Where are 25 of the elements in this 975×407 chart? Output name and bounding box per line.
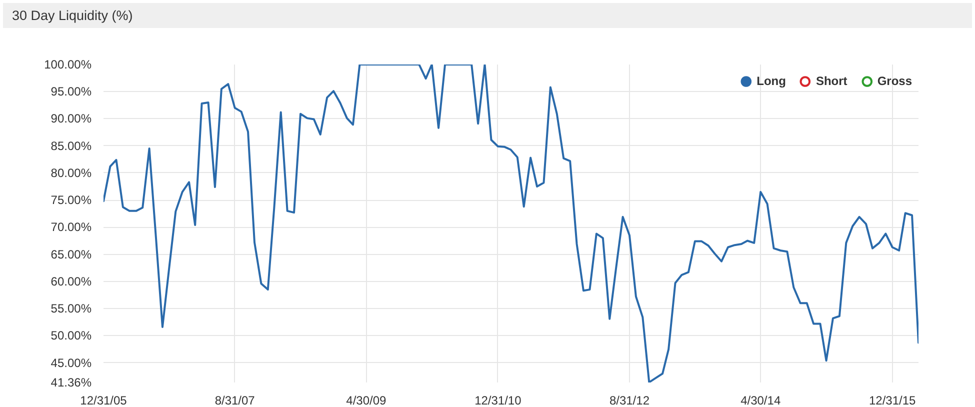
x-tick-label: 12/31/05 bbox=[80, 394, 128, 407]
x-tick-label: 4/30/09 bbox=[346, 394, 387, 407]
legend-label: Gross bbox=[877, 73, 912, 89]
legend-label: Long bbox=[756, 73, 786, 89]
y-tick-label: 90.00% bbox=[50, 112, 92, 126]
y-tick-label: 70.00% bbox=[50, 220, 92, 234]
y-tick-label: 95.00% bbox=[50, 84, 92, 99]
x-tick-label: 4/30/14 bbox=[740, 394, 781, 407]
x-tick-label: 12/31/15 bbox=[869, 394, 916, 407]
y-tick-label: 100.00% bbox=[44, 58, 92, 72]
y-tick-label: 65.00% bbox=[50, 247, 92, 262]
y-tick-label: 60.00% bbox=[50, 274, 92, 288]
y-tick-label: 55.00% bbox=[50, 302, 92, 316]
y-tick-label: 50.00% bbox=[50, 328, 92, 343]
x-tick-label: 8/31/07 bbox=[214, 394, 256, 407]
legend-label: Short bbox=[816, 73, 848, 89]
chart-title: 30 Day Liquidity (%) bbox=[12, 7, 133, 25]
y-tick-label: 75.00% bbox=[50, 193, 92, 208]
y-tick-label: 41.36% bbox=[50, 376, 92, 390]
line-series bbox=[104, 64, 918, 382]
x-tick-label: 12/31/10 bbox=[474, 394, 522, 407]
y-tick-label: 45.00% bbox=[50, 356, 92, 370]
y-tick-label: 80.00% bbox=[50, 166, 92, 180]
y-tick-label: 85.00% bbox=[50, 138, 92, 153]
x-tick-label: 8/31/12 bbox=[609, 394, 650, 407]
